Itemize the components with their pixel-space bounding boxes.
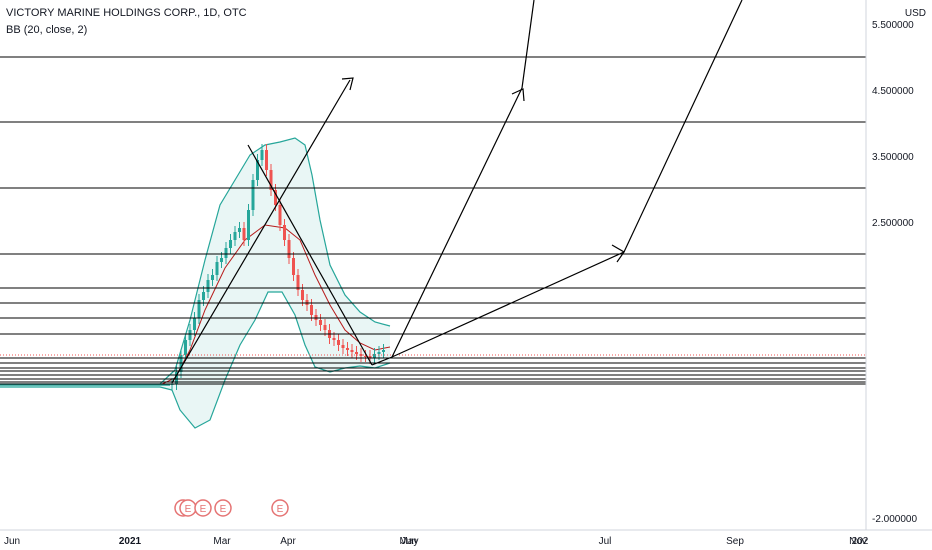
earnings-marker [271, 499, 289, 517]
candle-body [337, 340, 340, 345]
candle-body [229, 240, 232, 248]
candle-body [238, 228, 241, 232]
candle-body [292, 258, 295, 275]
candle-body [350, 350, 354, 352]
time-tick-label: May [400, 536, 419, 547]
candle-body [247, 210, 250, 240]
candle-body [211, 275, 214, 280]
earnings-marker [214, 499, 232, 517]
earnings-marker-label: E [200, 504, 207, 515]
price-tick-label: 4.500000 [872, 86, 914, 97]
arrow-head [511, 88, 525, 102]
time-tick-label: Mar [213, 536, 231, 547]
candle-body [310, 305, 313, 315]
time-tick-label: 2021 [119, 536, 142, 547]
candle-body [278, 205, 282, 225]
candlestick-series [0, 144, 385, 391]
arrow-head [341, 77, 354, 91]
candle-body [202, 292, 205, 300]
candle-body [184, 340, 187, 355]
candle-body [377, 352, 381, 354]
trend-line [171, 79, 351, 384]
candle-body [319, 320, 322, 325]
candle-body [215, 262, 219, 275]
candle-body [251, 180, 255, 210]
candle-body [382, 350, 385, 352]
time-tick-label: Apr [280, 536, 296, 547]
horizontal-level-lines: 5.0082484.0181063.0041322.0138591.500061… [0, 50, 918, 499]
candle-body [206, 280, 210, 292]
candle-body [355, 352, 358, 354]
candle-body [269, 170, 273, 190]
time-tick-label: Sep [726, 536, 744, 547]
candle-body [175, 372, 178, 384]
candle-body [265, 150, 268, 170]
trend-line [623, 0, 743, 253]
candle-body [242, 228, 246, 240]
price-tick-label: -2.000000 [872, 514, 917, 525]
time-tick-label: Jul [599, 536, 612, 547]
candle-body [287, 240, 291, 258]
price-tick-label: 3.500000 [872, 152, 914, 163]
candle-body [301, 290, 304, 300]
candle-body [224, 248, 228, 258]
earnings-marker-label: E [220, 504, 227, 515]
indicator-legend: BB (20, close, 2) [6, 24, 88, 36]
trend-arrow-drawings [171, 0, 743, 384]
earnings-marker-label: E [185, 504, 192, 515]
price-tick-label: 2.500000 [872, 218, 914, 229]
time-tick-label: Jun [4, 536, 20, 547]
candle-body [323, 325, 327, 330]
bb-upper-band [0, 137, 391, 385]
earnings-marker-label: E [277, 504, 284, 515]
candle-body [341, 345, 345, 348]
currency-label: USD [905, 8, 926, 19]
candle-body [373, 354, 376, 358]
candle-body [368, 356, 372, 358]
trend-line [391, 251, 625, 358]
trend-line [391, 87, 523, 358]
time-tick-label: 202 [852, 536, 869, 547]
trend-line [521, 0, 535, 89]
time-tick-label: Jun [401, 536, 417, 547]
candle-body [296, 275, 300, 290]
symbol-title: VICTORY MARINE HOLDINGS CORP., 1D, OTC [6, 7, 247, 19]
trend-line [247, 144, 373, 366]
candle-body [197, 300, 201, 318]
candle-body [274, 190, 277, 205]
candle-body [364, 356, 367, 357]
trend-line [371, 356, 393, 366]
price-tick-label: 5.500000 [872, 20, 914, 31]
candle-body [188, 330, 192, 340]
earnings-marker [194, 499, 212, 517]
arrow-head [611, 244, 625, 263]
bb-fill [0, 138, 390, 428]
candle-body [260, 150, 264, 160]
candle-body [283, 225, 286, 240]
candle-body [346, 348, 349, 350]
price-scale-background [866, 0, 932, 530]
earnings-markers: EEEEE [174, 499, 289, 517]
candle-body [332, 338, 336, 340]
candle-body [256, 160, 259, 180]
time-tick-label: Nov [849, 536, 867, 547]
candle-body [193, 318, 196, 330]
candle-body [220, 258, 223, 262]
candle-body [233, 232, 237, 240]
